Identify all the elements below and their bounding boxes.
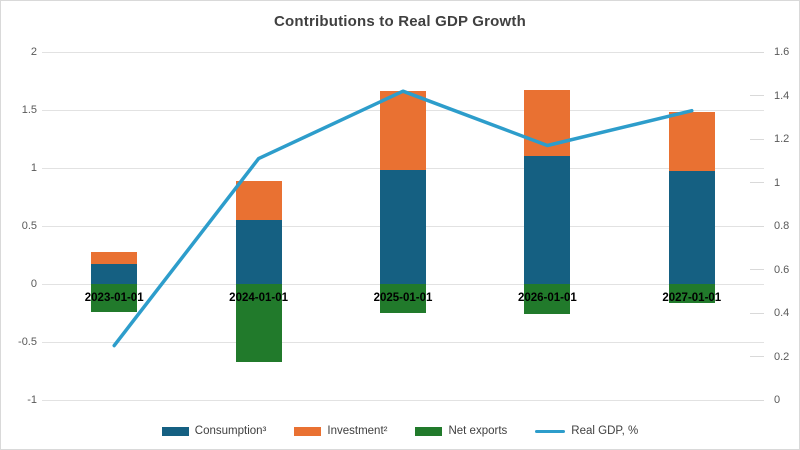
legend-label: Investment² (327, 425, 388, 437)
gridline (42, 341, 764, 343)
gridline (42, 51, 764, 53)
left-axis-tick-label: 1 (30, 162, 37, 174)
left-axis-tick-label: -1 (27, 394, 37, 406)
right-axis-tick-label: 1.6 (774, 46, 790, 58)
legend-item: Investment² (294, 424, 387, 438)
legend-label: Real GDP, % (571, 425, 639, 437)
gridline (42, 399, 764, 401)
legend-label: Consumption³ (194, 425, 267, 437)
bar-segment-investment--2024-01-01 (235, 180, 282, 221)
bar-segment-investment--2027-01-01 (668, 112, 715, 172)
left-axis-tick-label: 0.5 (21, 220, 37, 232)
right-axis-tick-label: 1.2 (774, 133, 790, 145)
chart-title: Contributions to Real GDP Growth (274, 13, 526, 30)
right-axis-tick (750, 312, 764, 314)
right-axis-tick (750, 51, 764, 53)
bar-segment-consumption--2023-01-01 (91, 264, 138, 284)
right-axis-tick (750, 399, 764, 401)
bar-segment-investment--2025-01-01 (380, 91, 426, 171)
legend-line-swatch (535, 429, 566, 433)
left-axis-tick-label: 0 (30, 278, 37, 290)
bar-segment-consumption--2024-01-01 (235, 220, 282, 284)
bar-segment-consumption--2027-01-01 (668, 171, 715, 284)
right-axis-tick (750, 182, 764, 183)
category-label: 2023-01-01 (84, 292, 144, 304)
legend-item: Net exports (415, 424, 507, 438)
bar-segment-investment--2026-01-01 (524, 90, 571, 157)
bar-segment-consumption--2025-01-01 (380, 170, 426, 284)
legend-item: Consumption³ (161, 424, 267, 438)
category-label: 2026-01-01 (517, 292, 577, 304)
right-axis-tick (750, 356, 764, 357)
left-axis-tick-label: 2 (30, 46, 37, 58)
right-axis-tick-label: 0.2 (774, 350, 790, 363)
right-axis-tick (750, 138, 764, 140)
category-label: 2025-01-01 (373, 292, 433, 304)
legend-color-swatch (415, 426, 443, 436)
legend: Consumption³ Investment² Net exports Real G… (1, 420, 799, 442)
legend-color-swatch (161, 426, 189, 436)
right-axis-tick-label: 0.6 (774, 263, 790, 276)
legend-color-swatch (294, 426, 322, 436)
right-axis-tick (750, 95, 764, 96)
right-axis-tick-label: 1 (774, 176, 781, 189)
right-axis-tick-label: 0 (774, 394, 781, 406)
left-axis-tick-label: -0.5 (18, 336, 37, 348)
right-axis-tick (750, 269, 764, 270)
right-axis-tick-label: 0.4 (774, 307, 790, 319)
bar-segment-investment--2023-01-01 (91, 251, 138, 265)
category-label: 2024-01-01 (229, 292, 288, 304)
right-axis-tick (750, 225, 764, 227)
right-axis-tick-label: 0.8 (774, 220, 790, 232)
left-axis-tick-label: 1.5 (21, 104, 37, 116)
category-label: 2027-01-01 (662, 292, 722, 304)
legend-item: Real GDP, % (535, 424, 638, 438)
right-axis-tick-label: 1.4 (774, 89, 790, 102)
legend-label: Net exports (448, 425, 508, 437)
bar-segment-consumption--2026-01-01 (524, 156, 571, 284)
